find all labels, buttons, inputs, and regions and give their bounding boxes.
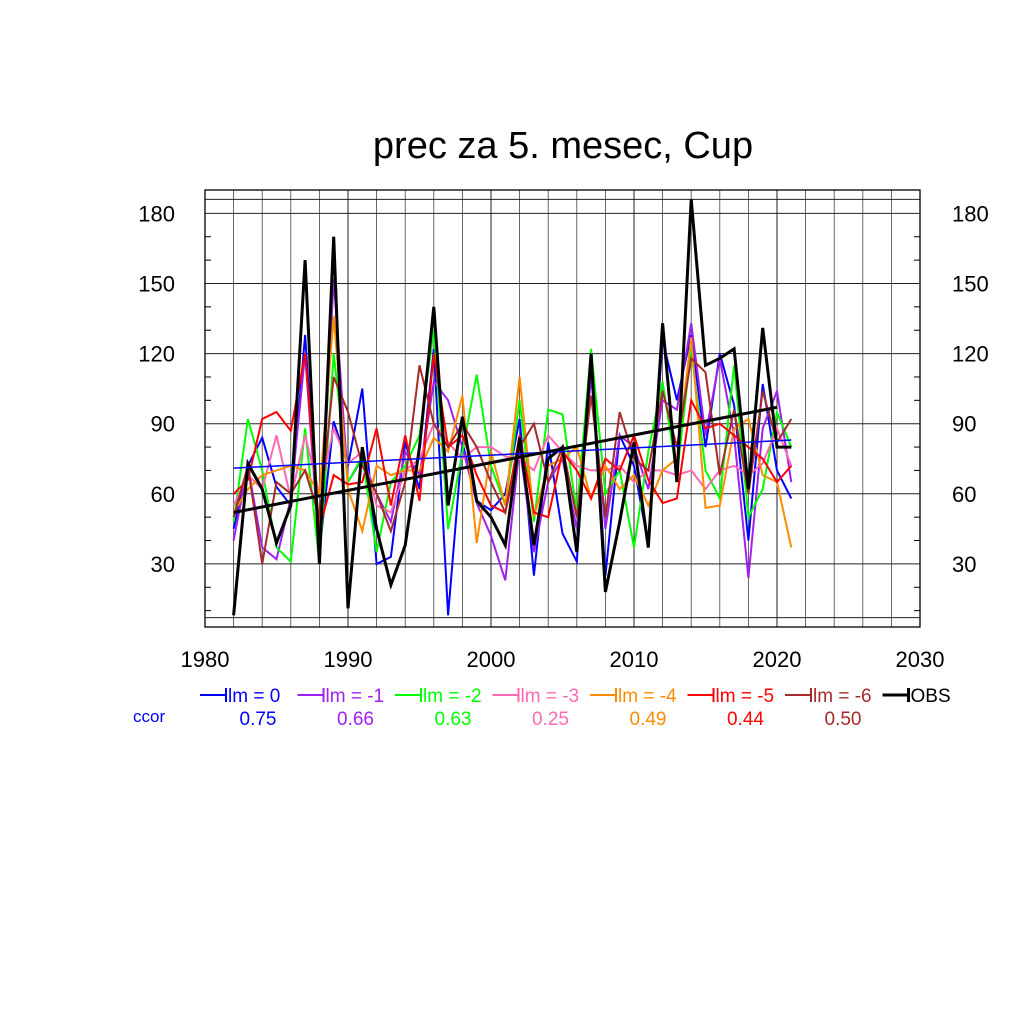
legend-label: OBS xyxy=(911,686,951,707)
y-tick-label-right: 30 xyxy=(952,552,976,577)
y-tick-label-left: 120 xyxy=(138,342,175,367)
legend-label: lm = -6 xyxy=(813,686,872,707)
x-tick-label: 1990 xyxy=(324,647,373,672)
plot-area: 30 30 60 60 90 90 120 120 150 150 180 180 1980 1990 20… xyxy=(138,189,989,672)
legend-label: lm = -2 xyxy=(423,686,482,707)
y-tick-label-left: 180 xyxy=(138,201,175,226)
x-tick-label: 2010 xyxy=(610,647,659,672)
ccor-value: 0.44 xyxy=(727,709,764,730)
ccor-label: ccor xyxy=(133,707,165,726)
series-line xyxy=(232,199,792,616)
plot-frame xyxy=(204,189,921,628)
legend-label: lm = -4 xyxy=(618,686,677,707)
ccor-value: 0.66 xyxy=(337,709,374,730)
ccor-value: 0.75 xyxy=(240,709,277,730)
legend-label: lm = -1 xyxy=(326,686,385,707)
legend-label: lm = 0 xyxy=(228,686,280,707)
x-tick-label: 1980 xyxy=(181,647,230,672)
x-tick-label: 2000 xyxy=(467,647,516,672)
series-line xyxy=(232,356,793,565)
series-line xyxy=(232,353,793,530)
y-tick-label-left: 30 xyxy=(151,552,175,577)
ccor-value: 0.50 xyxy=(825,709,862,730)
trend-line xyxy=(233,405,778,514)
y-tick-label-left: 60 xyxy=(151,482,175,507)
y-tick-label-right: 150 xyxy=(952,271,989,296)
y-tick-label-left: 150 xyxy=(138,271,175,296)
chart-title: prec za 5. mesec, Cup xyxy=(373,125,753,167)
trend-line xyxy=(233,439,792,469)
ccor-value: 0.25 xyxy=(532,709,569,730)
x-tick-label: 2020 xyxy=(753,647,802,672)
y-tick-label-left: 90 xyxy=(151,412,175,437)
ccor-value: 0.49 xyxy=(630,709,667,730)
y-tick-label-right: 120 xyxy=(952,342,989,367)
ccor-value: 0.63 xyxy=(435,709,472,730)
legend-label: lm = -3 xyxy=(521,686,580,707)
y-tick-label-right: 180 xyxy=(952,201,989,226)
y-tick-label-right: 90 xyxy=(952,412,976,437)
y-tick-label-right: 60 xyxy=(952,482,976,507)
legend-label: lm = -5 xyxy=(716,686,775,707)
x-tick-label: 2030 xyxy=(896,647,945,672)
